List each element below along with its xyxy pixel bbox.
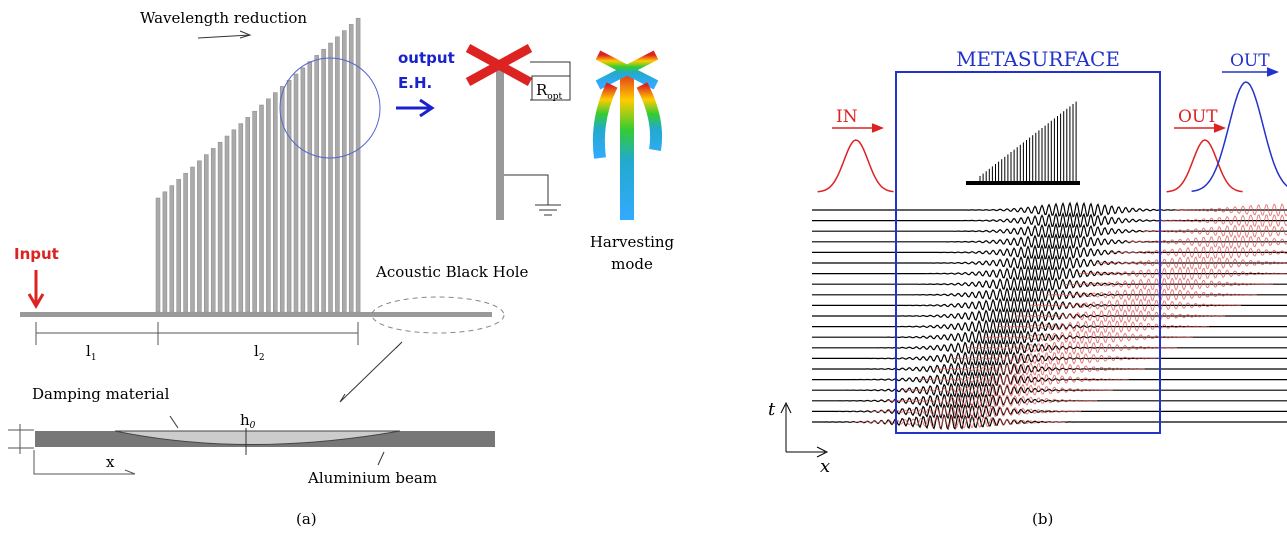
figure: Wavelength reduction output E.H. Ropt Ha…: [0, 0, 1287, 533]
pulse: [818, 140, 894, 192]
rod: [349, 24, 353, 312]
rod: [225, 136, 229, 312]
mode-rod: [620, 70, 634, 220]
wave-line: [812, 288, 1287, 301]
l1: l1: [86, 342, 97, 363]
rod: [191, 167, 195, 312]
pointer: [170, 416, 178, 428]
rod: [246, 117, 250, 312]
rod: [218, 142, 222, 312]
l2: l2: [254, 342, 265, 363]
t-label: t: [768, 399, 776, 420]
h0: h0: [240, 411, 256, 431]
r: R: [536, 81, 548, 99]
wave-line: [812, 373, 1287, 387]
gaussians: [818, 82, 1287, 192]
out-blue-label: OUT: [1230, 51, 1270, 71]
rod: [260, 105, 264, 312]
beam-label: Aluminium beam: [307, 469, 437, 487]
rod: [294, 74, 298, 312]
sub: 1: [91, 353, 97, 363]
rod: [322, 49, 326, 312]
input-label: Input: [14, 245, 59, 263]
rod: [280, 86, 284, 312]
abh-label: Acoustic Black Hole: [375, 263, 529, 281]
wave-line: [812, 277, 1287, 290]
rod: [204, 155, 208, 312]
wave-line: [812, 383, 1287, 397]
harvester-rod: [496, 68, 504, 220]
output-label: output: [398, 49, 455, 67]
dimension: [36, 322, 358, 345]
rod: [335, 37, 339, 312]
caption-a: (a): [296, 510, 317, 528]
ground: [504, 175, 561, 215]
output-arrow: [396, 100, 432, 116]
x-label-b: x: [820, 456, 830, 477]
rod: [329, 43, 333, 312]
rod: [163, 192, 167, 312]
comb: [966, 102, 1080, 185]
caption-b: (b): [1032, 510, 1053, 528]
rod: [308, 62, 312, 312]
sub: 0: [250, 421, 256, 431]
sub: 2: [259, 353, 265, 363]
rod: [177, 179, 181, 312]
wave-line: [812, 309, 1287, 322]
x-label: x: [106, 453, 115, 471]
rod: [266, 99, 270, 312]
rod: [342, 31, 346, 312]
wavelength-label: Wavelength reduction: [140, 9, 307, 27]
rod: [287, 80, 291, 312]
rod: [253, 111, 257, 312]
pulse: [1167, 140, 1243, 192]
rod: [211, 148, 215, 312]
eh-label: E.H.: [398, 74, 432, 92]
rods: [156, 18, 360, 312]
panel-b: METASURFACE IN OUT OUT t x (b): [768, 47, 1287, 528]
pointer: [378, 452, 384, 465]
rod: [273, 93, 277, 312]
wave-line: [812, 330, 1287, 344]
rod: [356, 18, 360, 312]
h: h: [240, 411, 250, 429]
rod: [184, 173, 188, 312]
rod: [156, 198, 160, 312]
panel-a: Wavelength reduction output E.H. Ropt Ha…: [8, 9, 675, 528]
harvesting-label: Harvesting: [590, 233, 675, 251]
zoom-arrow: [340, 342, 402, 402]
rod: [315, 55, 319, 312]
beam: [20, 312, 492, 317]
harvesting-label: mode: [611, 255, 653, 273]
in-label: IN: [836, 107, 858, 127]
rod: [170, 186, 174, 312]
input-arrow: [29, 270, 43, 306]
arrow-head: [240, 31, 250, 38]
pulse: [1192, 82, 1287, 191]
rod: [197, 161, 201, 312]
metasurface-label: METASURFACE: [956, 47, 1120, 71]
wave-line: [812, 298, 1287, 311]
r-sub: opt: [547, 92, 562, 102]
rod: [239, 124, 243, 312]
waves: [812, 203, 1287, 429]
wave-line: [812, 394, 1287, 408]
rod: [301, 68, 305, 312]
out-red-label: OUT: [1178, 107, 1218, 127]
damping-label: Damping material: [32, 385, 170, 403]
rod: [232, 130, 236, 312]
wave-line: [812, 320, 1287, 334]
